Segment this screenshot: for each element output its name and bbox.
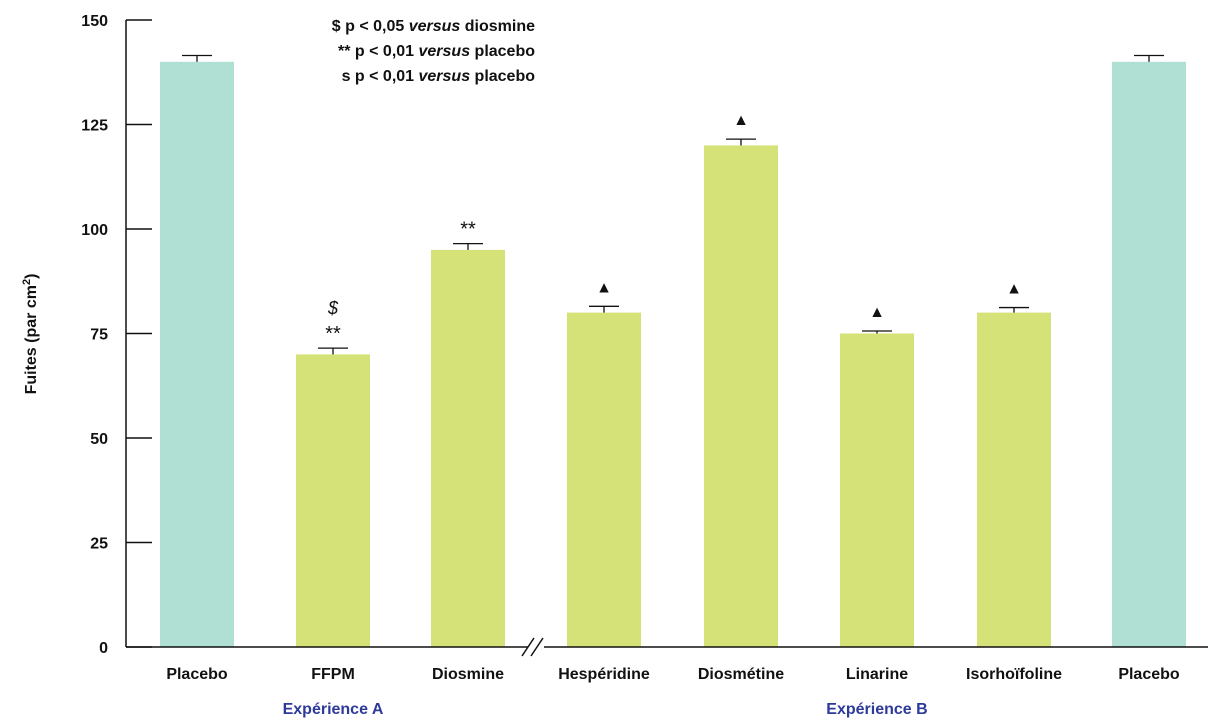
- category-label: FFPM: [311, 666, 355, 683]
- legend-italic: versus: [419, 43, 471, 60]
- legend-text: p < 0,01: [355, 43, 419, 60]
- legend-entry: $ p < 0,05 versus diosmine: [332, 18, 535, 35]
- legend-symbol: s: [342, 68, 355, 85]
- y-axis-label: Fuites (par cm2): [21, 274, 40, 395]
- legend-symbol: $: [332, 18, 345, 35]
- legend-text: p < 0,01: [355, 68, 419, 85]
- legend-entry: ** p < 0,01 versus placebo: [338, 43, 535, 60]
- significance-stars: **: [460, 219, 476, 241]
- axis-break-mark: [521, 637, 535, 657]
- significance-triangle: ▲: [733, 112, 749, 129]
- y-axis-title-sup: 2: [21, 279, 33, 285]
- y-tick-label: 75: [90, 327, 108, 344]
- y-axis-title-close: ): [23, 274, 40, 279]
- significance-triangle: ▲: [1006, 281, 1022, 298]
- legend-tail: placebo: [470, 68, 535, 85]
- legend-italic: versus: [409, 18, 461, 35]
- legend-entry: s p < 0,01 versus placebo: [342, 68, 536, 85]
- category-label: Diosmine: [432, 666, 504, 683]
- significance-dollar: $: [327, 298, 339, 318]
- bars: ** $ ** ▲ ▲ ▲ ▲: [160, 54, 1186, 648]
- category-label: Placebo: [1118, 666, 1180, 683]
- bar: [296, 354, 370, 647]
- significance-stars: **: [325, 323, 341, 345]
- significance-triangle: ▲: [869, 304, 885, 321]
- legend: $ p < 0,05 versus diosmine ** p < 0,01 ve…: [332, 18, 535, 85]
- y-axis-title-text: Fuites (par cm: [23, 285, 40, 394]
- legend-tail: placebo: [470, 43, 535, 60]
- bar: [160, 61, 234, 648]
- bar: [1112, 61, 1186, 648]
- bar: [431, 249, 505, 647]
- axis-break-mark: [530, 637, 544, 657]
- significance-triangle: ▲: [596, 279, 612, 296]
- x-axis: Placebo FFPM Diosmine Hespéridine Diosmétine…: [126, 637, 1208, 718]
- y-axis-title: Fuites (par cm2): [21, 274, 40, 395]
- legend-italic: versus: [419, 68, 471, 85]
- category-label: Placebo: [166, 666, 228, 683]
- group-label: Expérience A: [283, 701, 384, 718]
- category-label: Hespéridine: [558, 666, 650, 683]
- y-tick-label: 125: [81, 118, 108, 135]
- group-label: Expérience B: [826, 701, 927, 718]
- category-label: Isorhoïfoline: [966, 666, 1062, 683]
- y-tick-label: 100: [81, 222, 108, 239]
- y-tick-label: 50: [90, 431, 108, 448]
- legend-symbol: **: [338, 43, 355, 60]
- y-tick-label: 25: [90, 536, 108, 553]
- y-tick-label: 0: [99, 640, 108, 657]
- bar: [840, 333, 914, 647]
- y-axis: 0 25 50 75 100 125 150: [81, 13, 152, 657]
- y-tick-label: 150: [81, 13, 108, 30]
- legend-tail: diosmine: [460, 18, 535, 35]
- bar: [704, 145, 778, 647]
- category-label: Diosmétine: [698, 666, 784, 683]
- legend-text: p < 0,05: [345, 18, 409, 35]
- bar: [977, 312, 1051, 647]
- category-label: Linarine: [846, 666, 908, 683]
- bar: [567, 312, 641, 647]
